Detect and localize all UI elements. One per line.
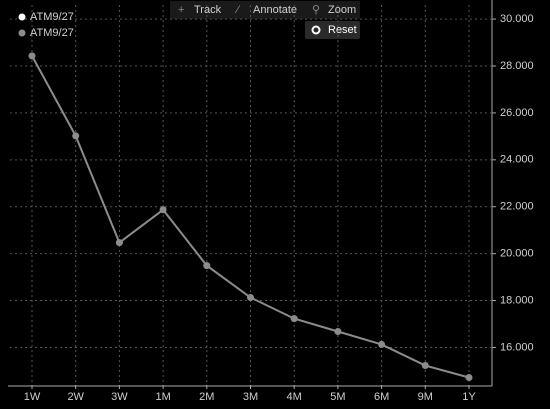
legend-marker — [18, 13, 26, 21]
point — [421, 362, 429, 370]
point — [28, 52, 36, 60]
y-tick-label: 16.000 — [500, 341, 534, 353]
point — [115, 239, 123, 247]
toolbar-button[interactable]: Zoom — [328, 4, 356, 16]
x-tick-label: 1M — [155, 391, 170, 403]
reset-button[interactable]: Reset — [328, 24, 357, 36]
toolbar-button[interactable]: Annotate — [253, 4, 297, 16]
point — [378, 340, 386, 348]
legend-label: ATM9/27 — [30, 27, 74, 39]
toolbar — [170, 1, 360, 19]
point — [72, 132, 80, 140]
point — [465, 373, 473, 381]
y-tick-label: 26.000 — [500, 107, 534, 119]
reset-button-bg[interactable] — [305, 21, 360, 39]
x-tick-label: 2W — [67, 391, 84, 403]
x-tick-label: 5M — [330, 391, 345, 403]
annotate-icon: ∕ — [234, 4, 241, 16]
x-tick-label: 1Y — [462, 391, 476, 403]
y-tick-label: 24.000 — [500, 154, 534, 166]
x-tick-label: 1W — [24, 391, 41, 403]
legend-marker — [18, 29, 26, 37]
point — [247, 294, 254, 302]
y-tick-label: 30.000 — [500, 13, 534, 25]
x-tick-label: 3M — [243, 391, 258, 403]
y-tick-label: 18.000 — [500, 294, 534, 306]
x-tick-label: 2M — [199, 391, 214, 403]
zoom-icon: ⚲ — [312, 4, 320, 16]
toolbar-button[interactable]: Track — [194, 4, 222, 16]
y-tick-label: 28.000 — [500, 60, 534, 72]
point — [334, 328, 342, 336]
x-tick-label: 4M — [287, 391, 302, 403]
track-icon: + — [178, 4, 184, 16]
y-tick-label: 20.000 — [500, 248, 534, 260]
point — [290, 315, 298, 323]
point — [159, 206, 167, 214]
x-tick-label: 6M — [374, 391, 389, 403]
x-tick-label: 9M — [418, 391, 433, 403]
point — [203, 262, 211, 270]
legend-label: ATM9/27 — [30, 11, 74, 23]
y-tick-label: 22.000 — [500, 201, 534, 213]
x-tick-label: 3W — [111, 391, 128, 403]
reset-icon — [311, 25, 321, 35]
